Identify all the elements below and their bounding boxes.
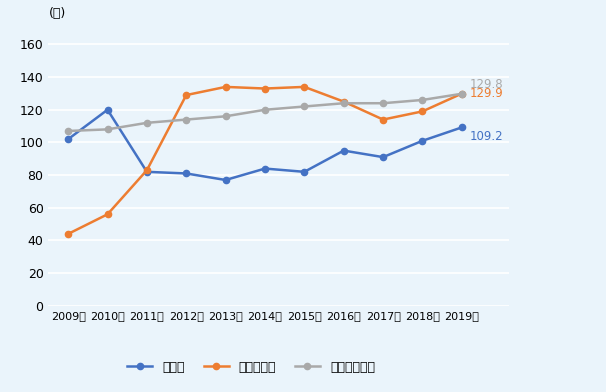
Legend: バハマ, カンボジア, 高所得国平均: バハマ, カンボジア, 高所得国平均 bbox=[122, 356, 380, 379]
高所得国平均 bbox=[143, 120, 150, 125]
カンボジア bbox=[458, 91, 465, 96]
高所得国平均 bbox=[419, 98, 426, 102]
カンボジア bbox=[222, 85, 229, 89]
カンボジア bbox=[104, 212, 111, 217]
Text: 129.9: 129.9 bbox=[470, 87, 504, 100]
高所得国平均 bbox=[458, 91, 465, 96]
バハマ bbox=[340, 148, 347, 153]
高所得国平均 bbox=[64, 129, 72, 133]
高所得国平均 bbox=[379, 101, 387, 105]
バハマ bbox=[64, 137, 72, 142]
高所得国平均 bbox=[104, 127, 111, 132]
高所得国平均 bbox=[261, 107, 268, 112]
Text: 109.2: 109.2 bbox=[470, 130, 504, 143]
バハマ bbox=[261, 166, 268, 171]
高所得国平均 bbox=[222, 114, 229, 119]
バハマ bbox=[104, 107, 111, 112]
カンボジア bbox=[64, 232, 72, 236]
カンボジア bbox=[182, 93, 190, 98]
Line: バハマ: バハマ bbox=[65, 107, 465, 183]
Text: 129.8: 129.8 bbox=[470, 78, 504, 91]
バハマ bbox=[419, 138, 426, 143]
バハマ bbox=[301, 169, 308, 174]
バハマ bbox=[379, 155, 387, 160]
カンボジア bbox=[261, 86, 268, 91]
カンボジア bbox=[143, 168, 150, 172]
カンボジア bbox=[340, 99, 347, 104]
バハマ bbox=[222, 178, 229, 182]
Line: カンボジア: カンボジア bbox=[65, 84, 465, 237]
高所得国平均 bbox=[340, 101, 347, 105]
高所得国平均 bbox=[182, 117, 190, 122]
バハマ bbox=[182, 171, 190, 176]
Line: 高所得国平均: 高所得国平均 bbox=[65, 91, 465, 134]
カンボジア bbox=[419, 109, 426, 114]
バハマ bbox=[143, 169, 150, 174]
高所得国平均 bbox=[301, 104, 308, 109]
バハマ bbox=[458, 125, 465, 130]
カンボジア bbox=[301, 85, 308, 89]
カンボジア bbox=[379, 117, 387, 122]
Text: (台): (台) bbox=[48, 7, 65, 20]
